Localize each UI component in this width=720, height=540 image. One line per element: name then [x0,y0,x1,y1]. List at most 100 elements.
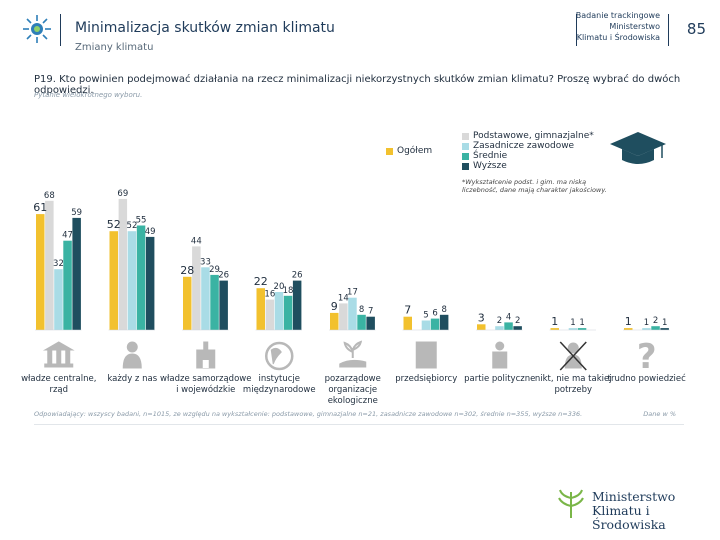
bar-podstawowe-gimnazjalne--3 [265,299,275,330]
bar-wyższe-5 [439,314,449,330]
bar-zasadnicze-zawodowe-6 [495,326,504,330]
legend-label: Wyższe [473,161,507,171]
question-text: P19. Kto powinien podejmować działania n… [34,74,681,96]
value-label: 49 [145,227,156,237]
value-label: 7 [368,307,373,317]
bar-zasadnicze-zawodowe-3 [274,292,284,330]
value-label: 17 [347,288,358,298]
value-label: 20 [274,282,285,292]
value-label: 1 [570,318,575,328]
value-label: 55 [136,216,147,226]
legend-swatch [462,152,469,160]
bar-ogółem-6 [477,324,486,330]
office-building-icon [415,341,437,369]
ministry-line: Klimatu i Środowiska [592,503,666,532]
graduation-cap-icon [610,132,666,164]
value-label: 2 [653,316,658,326]
footer-divider [34,424,684,425]
value-label: 22 [254,275,268,288]
legend-label: Średnie [473,151,508,161]
value-label: 7 [404,304,411,317]
value-label: 32 [53,259,64,269]
legend-label: Ogółem [397,146,433,156]
value-label: 1 [579,318,584,328]
brand-line: Ministerstwo [609,22,660,31]
brand-block: Badanie trackingowe Ministerstwo Klimatu… [550,10,660,43]
legend-item-ogolem: Ogółem [386,146,432,156]
globe-icon [265,341,294,371]
header-divider [60,14,61,46]
bar-ogółem-4 [330,312,339,330]
brand-line: Badanie trackingowe [575,11,660,20]
brand-divider-right [668,14,669,46]
page-number: 85 [686,20,706,38]
building-icon [42,341,75,368]
svg-text:?: ? [637,337,657,377]
value-label: 6 [432,309,437,319]
hand-plant-icon [339,340,367,368]
value-label: 18 [283,286,294,296]
bar-zasadnicze-zawodowe-1 [127,231,137,330]
bar-wyższe-6 [513,326,522,330]
bar-ogółem-0 [36,214,45,330]
bar-ogółem-1 [109,231,118,330]
legend-swatch [462,132,469,140]
value-label: 4 [506,312,511,322]
bar-podstawowe-gimnazjalne--2 [192,246,201,330]
ministry-logo-icon [558,489,584,518]
bar-średnie-0 [63,240,72,330]
value-label: 33 [200,257,211,267]
legend-swatch [462,162,469,170]
footer-base-note: Odpowiadający: wszyscy badani, n=1015, z… [34,410,583,418]
category-label: władze samorządowe i wojewódzkie [160,374,252,395]
bar-wyższe-3 [292,280,302,330]
bar-średnie-3 [283,295,293,330]
bar-zasadnicze-zawodowe-4 [348,297,357,330]
speaker-icon [492,341,508,369]
legend-swatch [462,142,469,150]
value-label: 2 [497,316,502,326]
legend-item-zasadnicze: Zasadnicze zawodowe [462,141,594,151]
value-label: 16 [264,290,275,300]
bar-średnie-6 [504,322,513,330]
value-label: 61 [33,201,47,214]
bar-podstawowe-gimnazjalne--4 [339,303,348,330]
bar-ogółem-8 [624,328,633,330]
value-label: 28 [180,264,194,277]
person-icon [122,341,142,369]
bar-zasadnicze-zawodowe-5 [421,320,431,330]
value-label: 14 [338,293,349,303]
value-label: 8 [359,305,364,315]
bar-ogółem-3 [256,288,265,330]
bar-podstawowe-gimnazjalne--0 [45,200,54,330]
bar-ogółem-5 [403,316,412,330]
bar-średnie-2 [210,274,219,330]
value-label: 44 [191,236,202,246]
category-label: partie polityczne [464,374,536,384]
bar-ogółem-2 [183,276,192,330]
page-title: Minimalizacja skutków zmian klimatu [75,20,335,36]
crossed-person-icon [559,341,587,371]
legend-education: Podstawowe, gimnazjalne* Zasadnicze zawo… [462,131,594,171]
bar-wyższe-2 [219,280,228,330]
bar-zasadnicze-zawodowe-8 [642,328,651,330]
footer-unit-note: Dane w % [643,410,676,418]
value-label: 1 [625,315,632,328]
value-label: 1 [662,318,667,328]
value-label: 47 [62,231,73,241]
bar-średnie-1 [136,225,146,330]
value-label: 5 [423,311,428,321]
value-label: 26 [292,271,303,281]
value-label: 1 [551,315,558,328]
value-label: 2 [515,316,520,326]
category-label: nikt, nie ma takiej potrzeby [534,374,612,395]
legend-item-srednie: Średnie [462,151,594,161]
legend-item-wyzsze: Wyższe [462,161,594,171]
bar-średnie-5 [430,318,440,330]
bar-wyższe-1 [145,236,155,330]
value-label: 26 [218,271,229,281]
category-label: przedsiębiorcy [395,374,458,384]
category-icons-layer: ? [42,337,657,377]
